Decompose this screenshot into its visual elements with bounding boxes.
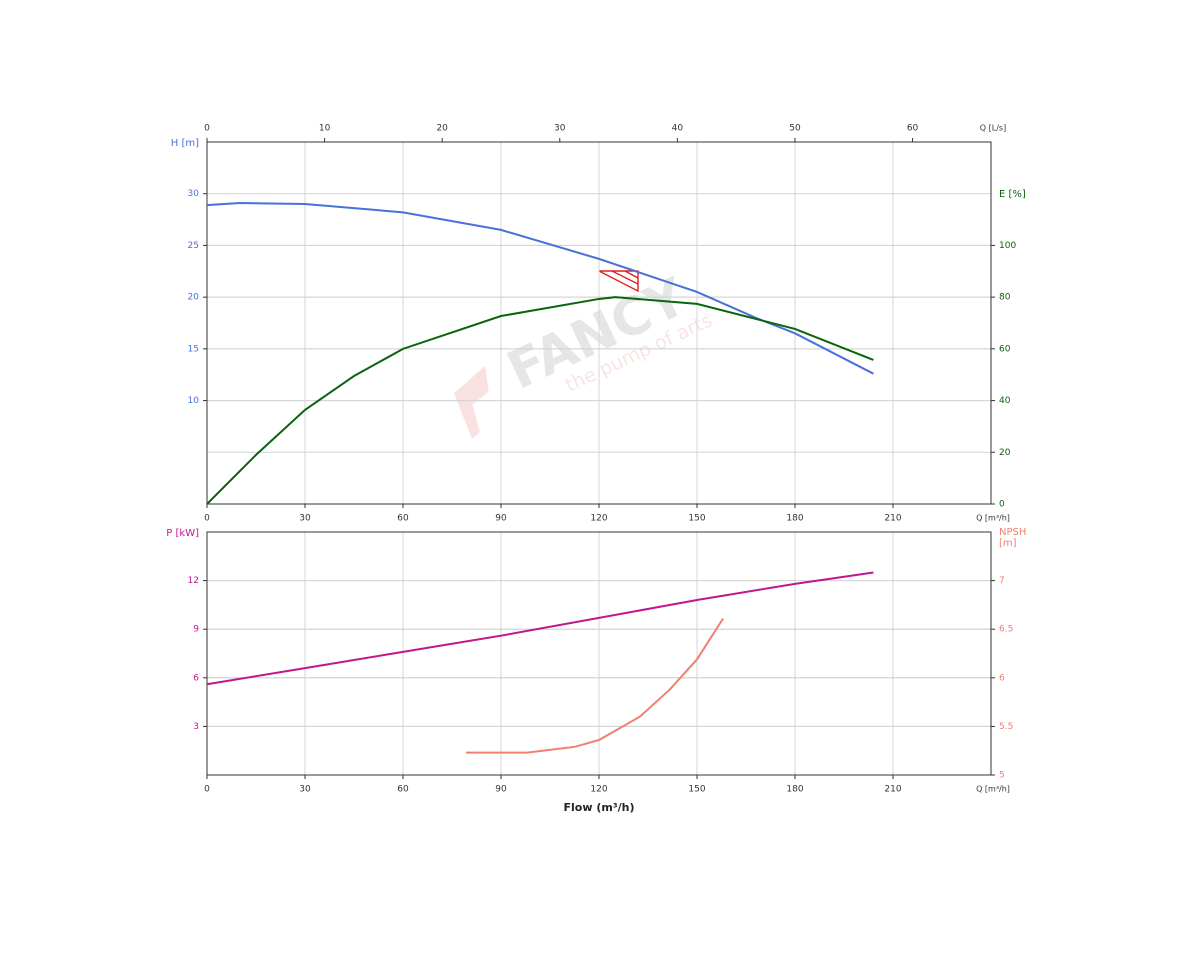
y-tick-label: 15 [188,344,199,354]
y-tick-label: 10 [188,396,200,406]
x2-tick-label: 20 [436,124,448,134]
y2-tick-label: 6.5 [999,625,1013,635]
x-tick-label: 60 [397,514,409,524]
x-axis-title: Flow (m³/h) [563,801,634,814]
x-tick-label: 60 [397,785,409,795]
series-line [206,296,874,505]
x-tick-label: 180 [786,785,803,795]
y2-axis-label: [m] [999,538,1017,549]
y-tick-label: 30 [188,189,200,199]
x-tick-label: 0 [204,514,210,524]
x2-axis-label: Q [L/s] [980,124,1006,133]
x2-tick-label: 60 [907,124,919,134]
x-tick-label: 150 [688,514,705,524]
x-tick-label: 30 [299,514,311,524]
y2-tick-label: 7 [999,576,1005,586]
duty-hatch [624,270,639,279]
y-tick-label: 25 [188,241,199,251]
duty-hatch [611,270,639,285]
y-tick-label: 9 [193,625,199,635]
series-line [206,202,874,375]
x-tick-label: 120 [590,514,607,524]
y2-tick-label: 40 [999,396,1011,406]
x-axis-label: Q [m³/h] [976,514,1010,523]
y2-tick-label: 5 [999,771,1005,781]
y2-axis-label: NPSH [999,527,1026,538]
series-line [206,571,874,686]
y2-tick-label: 20 [999,448,1011,458]
x-tick-label: 120 [590,785,607,795]
series-line [466,617,724,754]
x-tick-label: 180 [786,514,803,524]
duty-triangle [598,270,639,293]
y-axis-label: H [m] [171,138,199,149]
x-tick-label: 0 [204,785,210,795]
x2-tick-label: 40 [672,124,684,134]
plot-frame [206,531,992,776]
x2-tick-label: 50 [789,124,801,134]
y2-tick-label: 100 [999,241,1016,251]
y-axis-label: P [kW] [166,528,199,539]
y2-tick-label: 6 [999,673,1005,683]
x-tick-label: 90 [495,785,507,795]
x2-tick-label: 30 [554,124,566,134]
watermark: FANCY the pump of arts [454,267,716,440]
y2-tick-label: 0 [999,500,1005,510]
x-tick-label: 90 [495,514,507,524]
y2-axis-label: E [%] [999,189,1026,200]
y-tick-label: 6 [193,673,199,683]
x-tick-label: 210 [884,514,901,524]
y2-tick-label: 80 [999,293,1011,303]
y-tick-label: 20 [188,293,200,303]
duty-point [598,270,639,293]
x-tick-label: 30 [299,785,311,795]
x-tick-label: 150 [688,785,705,795]
watermark-logo [454,365,489,440]
x-tick-label: 210 [884,785,901,795]
y-tick-label: 12 [188,576,199,586]
y2-tick-label: 60 [999,344,1011,354]
plot-frame [206,141,992,505]
x-axis-label: Q [m³/h] [976,785,1010,794]
x2-tick-label: 10 [319,124,331,134]
y2-tick-label: 5.5 [999,722,1013,732]
x2-tick-label: 0 [204,124,210,134]
y-tick-label: 3 [193,722,199,732]
